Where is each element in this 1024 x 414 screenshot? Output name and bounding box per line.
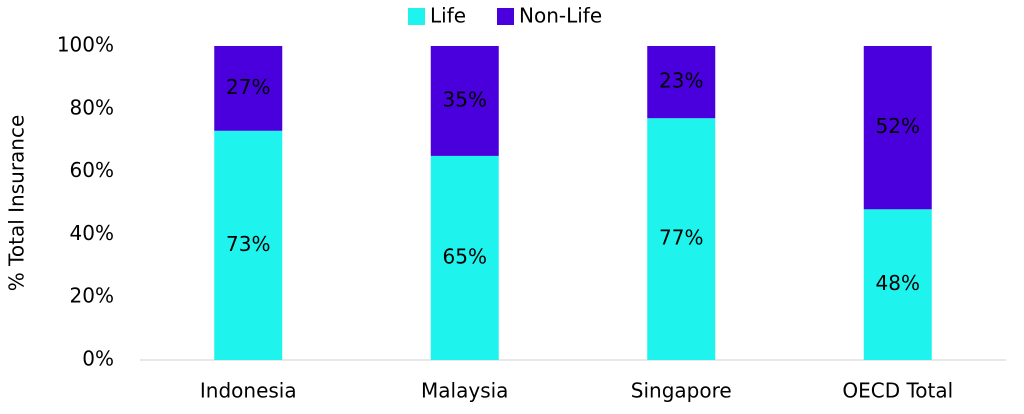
bar-segment xyxy=(647,118,716,360)
bar-segment xyxy=(214,130,283,360)
value-label: 73% xyxy=(226,232,270,256)
y-tick-label: 40% xyxy=(70,221,114,245)
bar-segment xyxy=(863,46,932,210)
legend-label: Non-Life xyxy=(519,4,602,28)
value-label: 77% xyxy=(659,226,703,250)
value-label: 65% xyxy=(443,244,487,268)
bar-segment xyxy=(430,46,499,156)
value-label: 27% xyxy=(226,75,270,99)
bar-segment xyxy=(863,209,932,360)
bar-segment xyxy=(430,155,499,360)
bar-segment xyxy=(214,46,283,131)
x-tick-label: OECD Total xyxy=(842,379,953,403)
y-tick-label: 100% xyxy=(57,33,114,57)
value-label: 23% xyxy=(659,69,703,93)
x-tick-label: Singapore xyxy=(631,379,732,403)
y-tick-label: 20% xyxy=(70,284,114,308)
legend-label: Life xyxy=(430,4,466,28)
legend-swatch xyxy=(408,8,425,25)
value-label: 48% xyxy=(876,271,920,295)
value-label: 52% xyxy=(876,114,920,138)
y-tick-label: 60% xyxy=(70,158,114,182)
legend-swatch xyxy=(497,8,514,25)
value-label: 35% xyxy=(443,87,487,111)
x-tick-label: Malaysia xyxy=(421,379,508,403)
x-tick-label: Indonesia xyxy=(200,379,297,403)
bar-segment xyxy=(647,46,716,119)
y-tick-label: 0% xyxy=(82,347,114,371)
y-tick-label: 80% xyxy=(70,95,114,119)
y-axis-label: % Total Insurance xyxy=(5,115,29,292)
